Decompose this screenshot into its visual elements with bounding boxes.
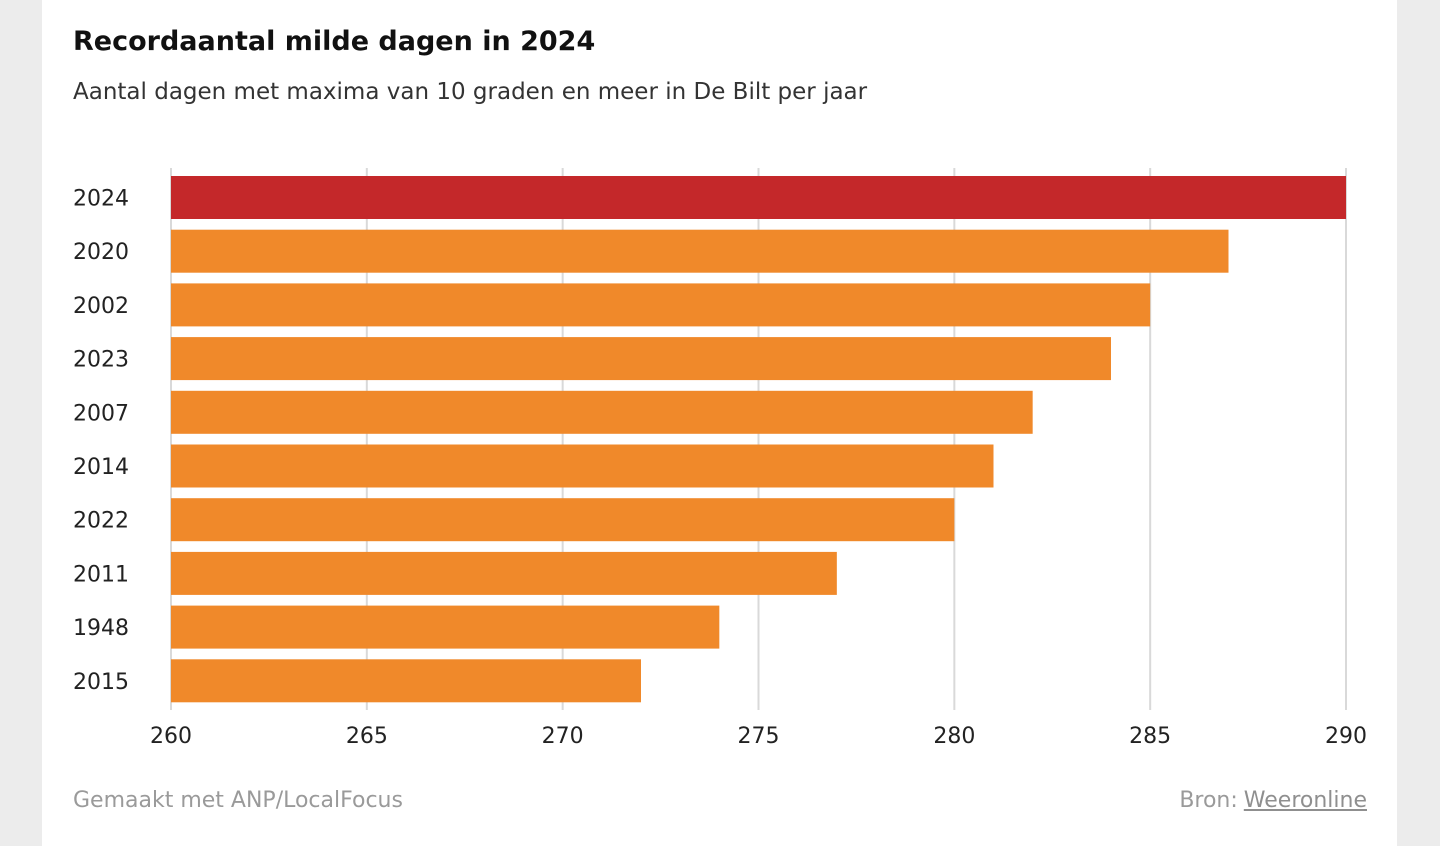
source-label: Bron: <box>1179 788 1238 813</box>
x-tick-label: 280 <box>933 724 975 749</box>
x-tick-label: 285 <box>1129 724 1171 749</box>
bar-2011 <box>171 551 837 595</box>
bar-2024 <box>171 176 1346 219</box>
bar-2014 <box>171 444 994 488</box>
category-label: 2023 <box>73 348 129 373</box>
made-with-credit: Gemaakt met ANP/LocalFocus <box>73 788 403 813</box>
category-label: 2002 <box>73 294 129 319</box>
bar-2022 <box>171 498 955 542</box>
source-link[interactable]: Weeronline <box>1243 788 1367 813</box>
bar-2023 <box>171 337 1111 381</box>
bar-2015 <box>171 659 641 703</box>
x-tick-label: 265 <box>346 724 388 749</box>
bar-2007 <box>171 390 1033 434</box>
category-label: 2014 <box>73 455 129 480</box>
bar-1948 <box>171 605 720 649</box>
bar-2002 <box>171 283 1151 327</box>
category-label: 2020 <box>73 240 129 265</box>
chart-card: Recordaantal milde dagen in 2024 Aantal … <box>42 0 1397 846</box>
category-label: 2024 <box>73 187 129 212</box>
chart-subtitle: Aantal dagen met maxima van 10 graden en… <box>73 79 868 105</box>
category-label: 2007 <box>73 401 129 426</box>
x-tick-label: 260 <box>150 724 192 749</box>
x-tick-label: 275 <box>738 724 780 749</box>
bar-chart: 2024 2020 2002 2023 2007 2014 2022 2011 1948 2015… <box>73 168 1367 749</box>
category-label: 2022 <box>73 509 129 534</box>
category-label: 2011 <box>73 562 129 587</box>
x-tick-label: 290 <box>1325 724 1367 749</box>
bar-2020 <box>171 229 1229 273</box>
chart-title: Recordaantal milde dagen in 2024 <box>73 26 596 57</box>
category-label: 1948 <box>73 616 129 641</box>
category-label: 2015 <box>73 670 129 695</box>
source-credit: Bron: Weeronline <box>1179 788 1367 813</box>
x-tick-label: 270 <box>542 724 584 749</box>
